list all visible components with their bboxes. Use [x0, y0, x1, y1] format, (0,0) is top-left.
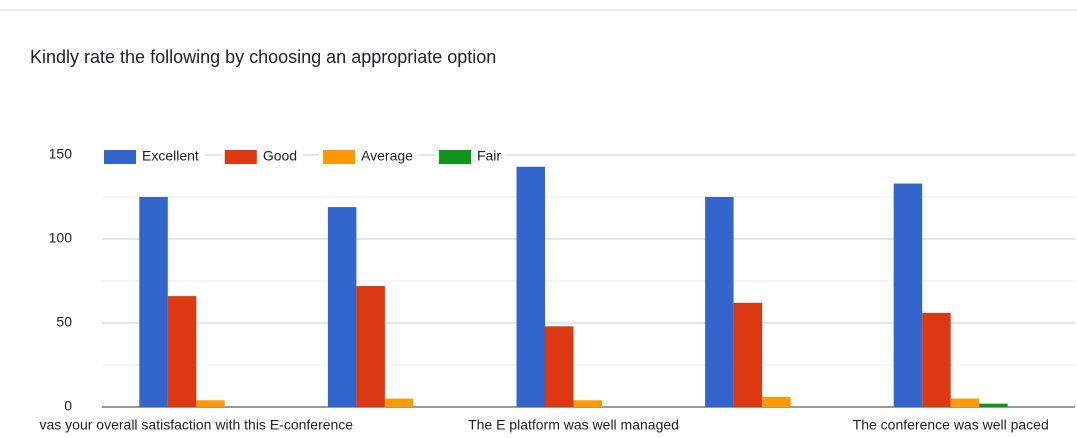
- bar: [762, 396, 791, 407]
- legend-swatch: [224, 150, 257, 164]
- bar: [573, 400, 602, 407]
- chart-title: Kindly rate the following by choosing an…: [30, 47, 496, 67]
- bar: [167, 296, 197, 407]
- y-tick-label: 100: [49, 230, 73, 246]
- bar: [950, 398, 980, 407]
- bar: [545, 326, 574, 407]
- legend-swatch: [323, 150, 356, 164]
- legend-label: Excellent: [142, 148, 199, 164]
- x-tick-label: The E platform was well managed: [468, 417, 679, 433]
- bar: [139, 197, 168, 407]
- bar: [356, 286, 385, 407]
- legend-swatch: [104, 150, 136, 164]
- bar: [327, 207, 357, 407]
- bar: [893, 183, 923, 407]
- bar: [733, 302, 763, 407]
- legend-label: Average: [361, 148, 413, 164]
- legend-label: Good: [263, 148, 297, 164]
- bar: [384, 398, 414, 407]
- bar: [516, 166, 545, 407]
- bar: [979, 403, 1008, 407]
- y-tick-label: 0: [64, 398, 72, 414]
- legend-swatch: [438, 150, 471, 164]
- x-tick-label: The conference was well paced: [853, 417, 1049, 433]
- bar: [196, 400, 225, 407]
- y-tick-label: 50: [56, 314, 72, 330]
- bar: [705, 197, 734, 407]
- legend-label: Fair: [477, 148, 501, 164]
- x-tick-label: vas your overall satisfaction with this …: [40, 417, 354, 433]
- y-tick-label: 150: [49, 146, 73, 162]
- bar: [922, 312, 951, 407]
